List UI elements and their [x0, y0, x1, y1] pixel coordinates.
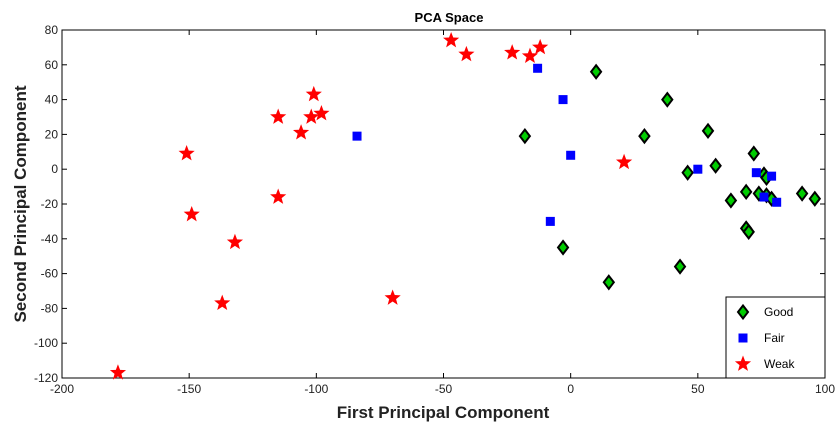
x-tick-label: -200 — [50, 382, 74, 396]
good-point — [673, 258, 687, 275]
fair-point — [566, 150, 576, 160]
good-point — [747, 145, 761, 162]
good-point — [724, 192, 738, 209]
weak-point — [226, 233, 244, 250]
fair-point — [352, 131, 362, 141]
x-tick-label: 100 — [815, 382, 835, 396]
legend: Good Fair Weak — [725, 296, 826, 379]
fair-point — [558, 95, 568, 105]
x-tick-label: -150 — [177, 382, 201, 396]
y-tick-label: 40 — [45, 93, 59, 107]
legend-marker-good — [736, 303, 750, 321]
weak-point — [214, 294, 231, 311]
y-tick-label: 80 — [45, 23, 59, 37]
x-axis-label: First Principal Component — [337, 403, 550, 422]
fair-point — [545, 216, 555, 226]
weak-point — [504, 44, 521, 60]
y-tick-label: -80 — [41, 301, 59, 315]
axis-ticks: -200 -150 -100 -50 0 50 100-120-100-80-60-40-2… — [34, 23, 835, 396]
good-point — [681, 164, 694, 181]
fair-point — [772, 197, 782, 207]
good-point — [709, 157, 722, 174]
weak-point — [270, 188, 287, 204]
weak-point — [532, 38, 549, 55]
weak-point — [384, 289, 401, 305]
weak-point — [303, 108, 320, 124]
good-point — [518, 127, 532, 145]
good-point — [742, 223, 755, 240]
good-point — [808, 190, 822, 207]
weak-point — [615, 153, 633, 170]
good-point — [556, 239, 570, 256]
y-tick-label: 20 — [45, 127, 59, 141]
y-tick-label: 60 — [45, 58, 59, 72]
x-tick-label: -50 — [435, 382, 453, 396]
weak-point — [183, 205, 200, 222]
y-tick-label: -40 — [41, 232, 59, 246]
good-point — [589, 63, 603, 80]
legend-marker-fair — [738, 333, 748, 343]
x-tick-label: 0 — [567, 382, 574, 396]
legend-label-good: Good — [764, 305, 793, 319]
y-tick-label: -120 — [34, 371, 58, 385]
fair-point — [693, 164, 703, 174]
plot-area — [61, 29, 826, 379]
chart-title: PCA Space — [415, 10, 484, 25]
fair-point — [759, 192, 769, 202]
fair-point — [751, 168, 761, 178]
weak-point — [305, 85, 322, 102]
y-tick-label: 0 — [51, 162, 58, 176]
legend-marker-weak — [734, 355, 752, 371]
weak-point — [109, 364, 127, 380]
y-tick-label: -60 — [41, 267, 59, 281]
good-point — [701, 122, 715, 140]
y-tick-label: -20 — [41, 197, 59, 211]
weak-point — [313, 105, 330, 121]
good-point — [795, 185, 809, 202]
good-point — [739, 183, 753, 200]
good-point — [638, 127, 651, 145]
legend-label-weak: Weak — [764, 357, 795, 371]
good-point — [602, 274, 616, 291]
weak-point — [178, 145, 195, 161]
data-points — [109, 31, 822, 380]
weak-point — [292, 124, 310, 140]
y-tick-label: -100 — [34, 336, 58, 350]
weak-point — [521, 47, 539, 63]
x-tick-label: -100 — [304, 382, 328, 396]
y-axis-label: Second Principal Component — [11, 85, 30, 322]
fair-point — [767, 171, 777, 181]
weak-point — [458, 45, 475, 62]
good-point — [661, 91, 674, 108]
legend-label-fair: Fair — [764, 331, 785, 345]
weak-point — [270, 108, 287, 124]
x-tick-label: 50 — [691, 382, 705, 396]
fair-point — [533, 63, 543, 73]
weak-point — [443, 31, 460, 48]
